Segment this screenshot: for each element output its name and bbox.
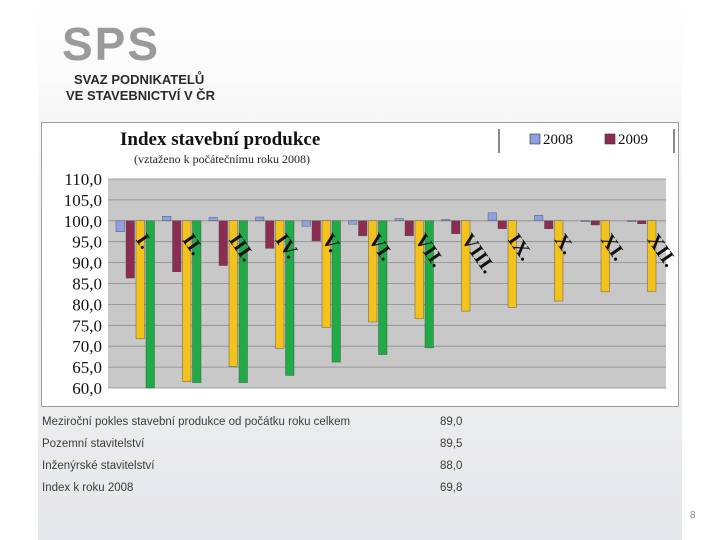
bar-2009 bbox=[590, 220, 600, 226]
y-tick-label: 90,0 bbox=[72, 254, 102, 273]
bar-series-2 bbox=[182, 220, 192, 382]
summary-value: 69,8 bbox=[440, 482, 463, 494]
bar-2009 bbox=[404, 220, 414, 237]
bar-series-3 bbox=[145, 220, 155, 389]
y-tick-label: 85,0 bbox=[72, 275, 102, 294]
bar-2009 bbox=[265, 220, 275, 249]
bar-series-3 bbox=[285, 220, 295, 376]
bar-series-2 bbox=[368, 220, 378, 323]
bar-2008 bbox=[301, 220, 311, 227]
bar-2008 bbox=[208, 217, 218, 222]
bar-series-3 bbox=[331, 220, 341, 363]
y-tick-label: 80,0 bbox=[72, 295, 102, 314]
logo-letters: SPS bbox=[62, 18, 161, 70]
summary-table: Meziroční pokles stavební produkce od po… bbox=[42, 416, 482, 504]
bar-series-2 bbox=[414, 220, 424, 319]
bar-2009 bbox=[218, 220, 228, 266]
chart-frame: 110,0 105,0 100,0 95,0 90,0 85,0 80,0 75,0 70,0 6… bbox=[41, 122, 679, 407]
y-tick-label: 75,0 bbox=[72, 316, 102, 335]
bar-series-2 bbox=[600, 220, 610, 293]
bar-2009 bbox=[497, 220, 507, 229]
summary-label: Pozemní stavitelství bbox=[42, 438, 145, 450]
summary-label: Index k roku 2008 bbox=[42, 482, 134, 494]
bar-2009 bbox=[358, 220, 368, 237]
summary-label: Inženýrské stavitelství bbox=[42, 460, 155, 472]
legend-swatch bbox=[604, 133, 616, 145]
summary-row: Meziroční pokles stavební produkce od po… bbox=[42, 416, 482, 438]
legend-label: 2008 bbox=[543, 132, 573, 148]
legend-label: 2009 bbox=[618, 132, 648, 148]
bar-series-2 bbox=[647, 220, 657, 292]
bar-2008 bbox=[441, 219, 451, 221]
bar-2009 bbox=[125, 220, 135, 279]
bar-series-2 bbox=[135, 220, 145, 339]
bar-series-2 bbox=[321, 220, 331, 328]
bar-2008 bbox=[487, 212, 497, 222]
bar-series-3 bbox=[424, 220, 434, 349]
bar-series-3 bbox=[192, 220, 202, 383]
bar-2009 bbox=[544, 220, 554, 229]
bar-2008 bbox=[534, 215, 544, 221]
bar-series-2 bbox=[275, 220, 285, 349]
bar-2009 bbox=[637, 220, 647, 224]
summary-row: Inženýrské stavitelství 88,0 bbox=[42, 460, 482, 482]
bar-series-3 bbox=[238, 220, 248, 383]
y-tick-label: 100,0 bbox=[64, 212, 102, 231]
bar-2008 bbox=[627, 220, 637, 223]
bar-2008 bbox=[115, 220, 125, 232]
index-chart: 110,0 105,0 100,0 95,0 90,0 85,080,0 75,0 70,0 6… bbox=[64, 129, 678, 398]
bar-series-3 bbox=[378, 220, 388, 355]
bar-series-2 bbox=[461, 220, 471, 312]
bar-series-2 bbox=[507, 220, 517, 308]
summary-row: Index k roku 2008 69,8 bbox=[42, 482, 482, 504]
y-tick-label: 105,0 bbox=[64, 191, 102, 210]
summary-value: 89,5 bbox=[440, 438, 463, 450]
bar-2009 bbox=[311, 220, 321, 242]
bar-2008 bbox=[394, 218, 404, 221]
y-tick-label: 70,0 bbox=[72, 337, 102, 356]
summary-label: Meziroční pokles stavební produkce od po… bbox=[42, 416, 351, 428]
page-number: 8 bbox=[690, 510, 696, 521]
summary-row: Pozemní stavitelství 89,5 bbox=[42, 438, 482, 460]
summary-value: 89,0 bbox=[440, 416, 463, 428]
bar-2008 bbox=[348, 220, 358, 225]
bar-2009 bbox=[451, 220, 461, 234]
bar-2009 bbox=[172, 220, 182, 272]
y-tick-label: 110,0 bbox=[64, 170, 102, 189]
logo-text-line1: SVAZ PODNIKATELŮ bbox=[74, 72, 205, 87]
chart-title: Index stavební produkce bbox=[120, 129, 320, 150]
bar-2008 bbox=[580, 220, 590, 223]
bar-2008 bbox=[162, 216, 172, 222]
bar-2008 bbox=[255, 216, 265, 222]
y-tick-label: 95,0 bbox=[72, 233, 102, 252]
chart-subtitle: (vztaženo k počátečnímu roku 2008) bbox=[134, 152, 310, 166]
bar-series-2 bbox=[228, 220, 238, 367]
legend-swatch bbox=[529, 133, 541, 145]
summary-value: 88,0 bbox=[440, 460, 463, 472]
y-tick-label: 60,0 bbox=[72, 379, 102, 398]
sps-logo: SPS SVAZ PODNIKATELŮ VE STAVEBNICTVÍ V Č… bbox=[62, 18, 282, 112]
bar-series-2 bbox=[554, 220, 564, 302]
y-tick-label: 65,0 bbox=[72, 358, 102, 377]
logo-text-line2: VE STAVEBNICTVÍ V ČR bbox=[66, 88, 216, 103]
